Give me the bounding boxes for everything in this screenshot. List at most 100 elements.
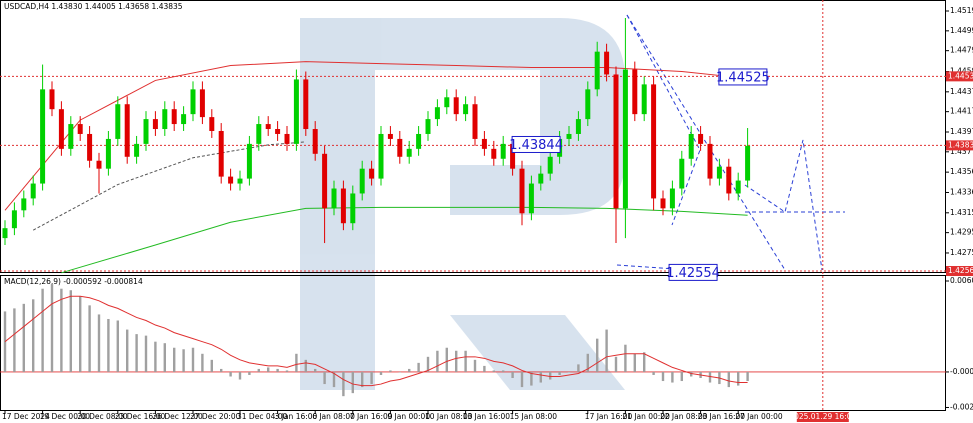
macd-bar: [520, 371, 524, 388]
candle-body: [209, 117, 215, 131]
macd-bar: [746, 371, 749, 382]
macd-bar: [473, 359, 477, 372]
candle-body: [256, 124, 262, 144]
macd-bar: [191, 347, 195, 372]
candle-body: [30, 183, 36, 199]
macd-bar: [417, 362, 420, 372]
macd-frame: [0, 275, 946, 411]
x-tick-label: 3 Jan 16:00: [275, 412, 318, 421]
macd-bar: [107, 318, 110, 372]
macd-bar: [248, 371, 251, 375]
candle-body: [406, 148, 412, 157]
y-tick-label: -0.002347: [950, 402, 973, 411]
x-tick-label: 17 Jan 16:00: [585, 412, 633, 421]
annotation-box: [511, 135, 561, 153]
y-tick-label: 1.44790: [950, 46, 973, 55]
x-tick-label: 23 Dec 16:00: [115, 412, 166, 421]
y-tick-label: 1.43770: [950, 147, 973, 156]
macd-bar: [295, 353, 298, 372]
x-tick-label: 31 Dec 04:00: [237, 412, 288, 421]
x-tick-label: 9 Jan 00:00: [387, 412, 430, 421]
macd-bar: [267, 367, 270, 372]
x-tick-label: 17 Dec 2024: [2, 412, 50, 421]
macd-bar: [455, 350, 458, 372]
y-tick-label: -0.000000: [950, 367, 973, 376]
x-tick-label: 19 Dec 00:00: [40, 412, 91, 421]
y-tick-label: 1.44580: [950, 66, 973, 75]
candle-body: [312, 129, 318, 154]
candle-body: [472, 104, 478, 139]
candle-body: [434, 107, 440, 120]
annotation-label: 1.44525: [716, 70, 770, 85]
macd-bar: [652, 371, 655, 375]
x-tick-label: 27 Dec 20:00: [190, 412, 241, 421]
candle-body: [87, 133, 93, 161]
macd-bar: [624, 344, 627, 372]
candle-body: [49, 89, 55, 110]
x-tick-label: 21 Jan 00:00: [622, 412, 670, 421]
y-tick-label: 1.45190: [950, 6, 973, 15]
macd-bar: [173, 347, 176, 372]
candle-body: [632, 69, 638, 115]
candle-body: [735, 180, 741, 194]
macd-bar: [201, 353, 204, 372]
macd-bar: [502, 370, 505, 372]
macd-bar: [163, 343, 166, 372]
macd-bar: [408, 368, 411, 372]
macd-bar: [398, 371, 401, 373]
macd-bar: [323, 371, 326, 385]
candle-body: [547, 156, 553, 174]
candle-body: [2, 228, 8, 239]
macd-bar: [511, 371, 514, 379]
y-tick-label: 1.44175: [950, 107, 973, 116]
candle-body: [228, 176, 234, 184]
candle-body: [134, 143, 140, 157]
macd-signal: [4, 295, 748, 387]
macd-bar: [50, 284, 54, 372]
candle-body: [622, 69, 628, 209]
candle-body: [425, 119, 431, 134]
macd-bar: [605, 329, 608, 372]
macd-bar: [737, 371, 740, 386]
macd-bar: [314, 368, 317, 372]
macd-bar: [69, 290, 72, 372]
candle-body: [679, 158, 685, 189]
main-frame: [0, 0, 946, 273]
macd-bar: [492, 370, 495, 372]
candle-body: [669, 188, 675, 209]
macd-bar: [22, 303, 25, 372]
candle-body: [378, 133, 384, 179]
candle-body: [293, 79, 299, 144]
price-tag-label: 1.43835: [948, 140, 973, 149]
y-tick-label: 1.42955: [950, 228, 973, 237]
candle-body: [707, 143, 713, 179]
macd-bar: [426, 356, 430, 372]
y-tick-label: 1.43155: [950, 208, 973, 217]
candle-body: [369, 168, 375, 179]
candle-body: [190, 89, 196, 115]
macd-bar: [567, 371, 571, 373]
macd-bar: [464, 350, 467, 372]
candle-body: [350, 193, 356, 224]
macd-bar: [304, 359, 307, 372]
candle-body: [660, 198, 666, 209]
chart-title: USDCAD,H4 1.43830 1.44005 1.43658 1.4383…: [4, 2, 183, 11]
macd-bar: [229, 371, 232, 377]
candle-body: [284, 133, 290, 144]
macd-bar: [32, 299, 35, 372]
candle-body: [387, 133, 393, 139]
macd-bar: [661, 371, 665, 382]
candle-body: [340, 188, 346, 224]
macd-bar: [13, 308, 16, 372]
macd-bar: [126, 329, 129, 372]
forecast-lines: [616, 14, 845, 271]
macd-bar: [727, 371, 730, 388]
candle-body: [416, 133, 422, 149]
macd-bar: [586, 353, 589, 372]
candle-body: [21, 198, 27, 211]
candle-body: [716, 166, 722, 179]
candle-body: [68, 124, 74, 149]
candle-body: [585, 89, 591, 120]
macd-bar: [708, 371, 712, 383]
